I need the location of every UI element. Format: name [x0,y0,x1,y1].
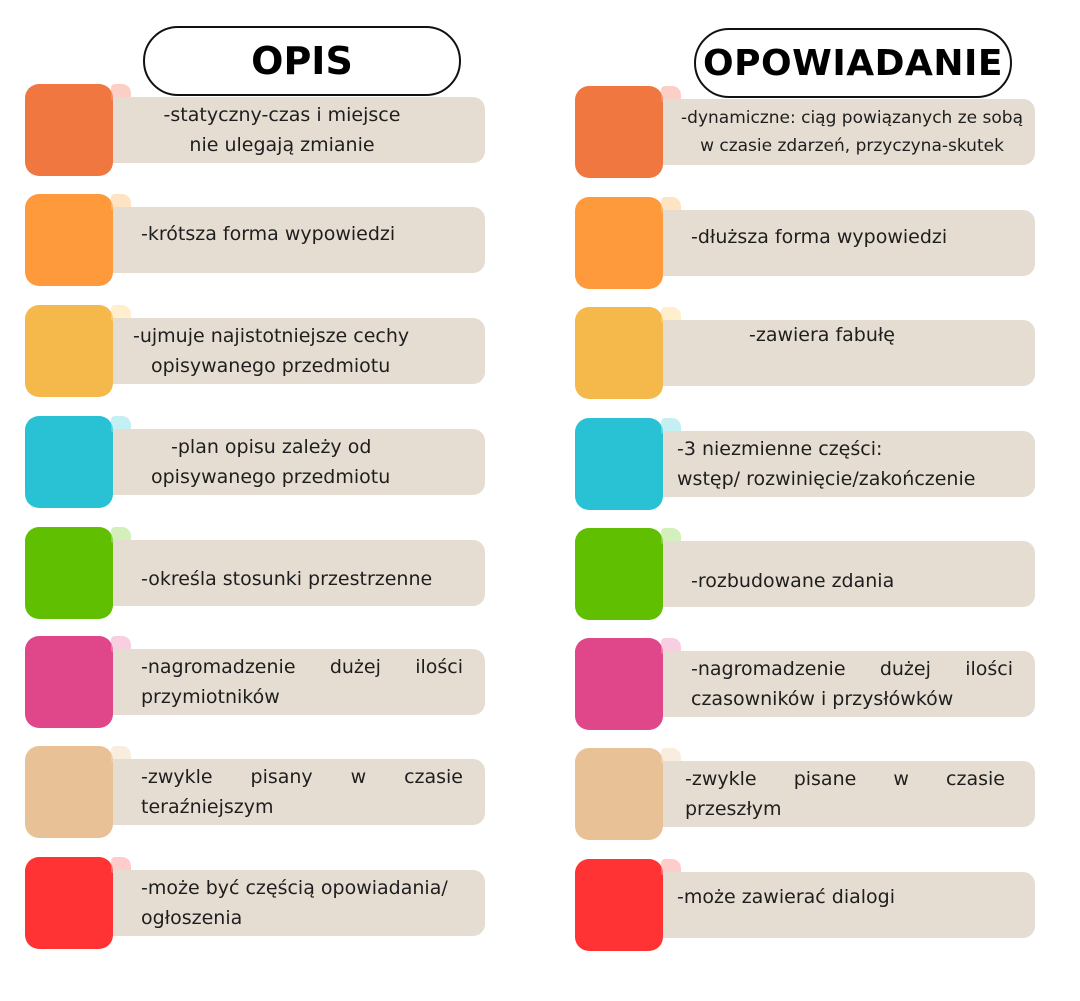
color-tile [575,748,663,840]
color-tile [25,416,113,508]
item-line: ogłoszenia [141,907,243,929]
item-text-box: -może zawierać dialogi [663,872,1035,938]
item-line: teraźniejszym [141,796,274,818]
color-tile [575,197,663,289]
tile-tab [111,194,131,210]
tile-tab [111,857,131,873]
item-line: -3 niezmienne części: [677,438,883,460]
color-tile [575,859,663,951]
color-tile [25,636,113,728]
item-text-box: -ujmuje najistotniejsze cechy opisywaneg… [113,318,485,384]
item-line: -nagromadzenie dużej ilości [691,658,1013,680]
item-line: przeszłym [685,798,782,820]
item-line: -rozbudowane zdania [691,570,895,592]
color-tile [575,86,663,178]
item-line: -statyczny-czas i miejsce [163,104,401,126]
item-line: -zwykle pisane w czasie [685,768,1005,790]
tile-tab [661,86,681,102]
item-text-box: -zwykle pisany w czasie teraźniejszym [113,759,485,825]
item-line: -nagromadzenie dużej ilości [141,656,463,678]
tile-tab [111,305,131,321]
opis-header: OPIS [143,26,461,96]
tile-tab [661,638,681,654]
tile-tab [661,748,681,764]
item-line: -plan opisu zależy od [171,436,372,458]
item-text-box: -zawiera fabułę [663,320,1035,386]
item-line: -zwykle pisany w czasie [141,766,463,788]
item-text-box: -zwykle pisane w czasie przeszłym [663,761,1035,827]
color-tile [575,307,663,399]
color-tile [25,305,113,397]
item-text-box: -rozbudowane zdania [663,541,1035,607]
color-tile [575,638,663,730]
item-text-box: -krótsza forma wypowiedzi [113,207,485,273]
tile-tab [111,527,131,543]
tile-tab [111,416,131,432]
item-line: -zawiera fabułę [749,324,895,346]
item-line: -krótsza forma wypowiedzi [141,223,396,245]
item-line: opisywanego przedmiotu [151,355,391,377]
tile-tab [661,197,681,213]
color-tile [575,528,663,620]
tile-tab [661,859,681,875]
item-line: przymiotników [141,686,280,708]
item-line: nie ulegają zmianie [189,134,375,156]
tile-tab [661,528,681,544]
item-line: -może być częścią opowiadania/ [141,877,448,899]
item-line: -dłuższa forma wypowiedzi [691,226,948,248]
item-text-box: -dynamiczne: ciąg powiązanych ze sobą w … [663,99,1035,165]
item-text-box: -plan opisu zależy od opisywanego przedm… [113,429,485,495]
item-text-box: -określa stosunki przestrzenne [113,540,485,606]
item-line: -określa stosunki przestrzenne [141,568,433,590]
tile-tab [661,307,681,323]
opowiadanie-header: OPOWIADANIE [694,28,1012,98]
item-text-box: -nagromadzenie dużej ilości przymiotnikó… [113,649,485,715]
item-text-box: -3 niezmienne części: wstęp/ rozwinięcie… [663,431,1035,497]
tile-tab [111,84,131,100]
item-text-box: -statyczny-czas i miejsce nie ulegają zm… [113,97,485,163]
item-line: -ujmuje najistotniejsze cechy [133,325,410,347]
color-tile [25,194,113,286]
item-line: -dynamiczne: ciąg powiązanych ze sobą [681,108,1023,128]
color-tile [25,746,113,838]
tile-tab [661,418,681,434]
color-tile [25,84,113,176]
item-line: opisywanego przedmiotu [151,466,391,488]
color-tile [25,857,113,949]
item-line: wstęp/ rozwinięcie/zakończenie [677,468,976,490]
item-text-box: -dłuższa forma wypowiedzi [663,210,1035,276]
tile-tab [111,636,131,652]
item-text-box: -nagromadzenie dużej ilości czasowników … [663,651,1035,717]
tile-tab [111,746,131,762]
item-line: w czasie zdarzeń, przyczyna-skutek [700,136,1004,156]
color-tile [25,527,113,619]
color-tile [575,418,663,510]
item-line: -może zawierać dialogi [677,886,895,908]
item-text-box: -może być częścią opowiadania/ ogłoszeni… [113,870,485,936]
item-line: czasowników i przysłówków [691,688,954,710]
